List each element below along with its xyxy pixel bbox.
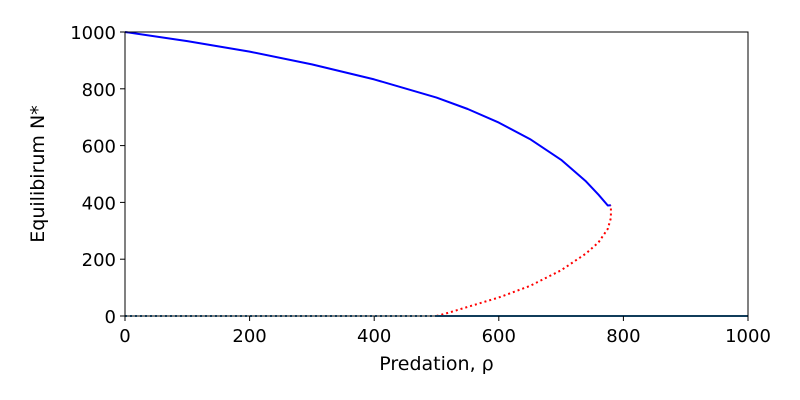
y-tick-label: 1000 (70, 23, 116, 44)
x-tick-label: 400 (357, 326, 391, 347)
x-axis-ticks: 0 200 400 600 800 1000 (119, 316, 771, 347)
series-line-2 (436, 205, 612, 317)
y-tick-label: 200 (82, 250, 116, 271)
plot-frame (124, 31, 749, 317)
series-layer (124, 31, 748, 317)
x-axis-label: Predation, ρ (379, 353, 493, 375)
x-tick-label: 0 (119, 326, 130, 347)
x-tick-label: 1000 (725, 326, 771, 347)
y-axis-label: Equilibirum N* (27, 105, 49, 242)
y-tick-label: 600 (82, 137, 116, 158)
x-tick-label: 800 (606, 326, 640, 347)
y-tick-label: 800 (82, 80, 116, 101)
x-tick-label: 600 (482, 326, 516, 347)
x-tick-label: 200 (232, 326, 266, 347)
series-line-1 (124, 31, 611, 207)
y-tick-label: 400 (82, 193, 116, 214)
y-axis-ticks: 0 200 400 600 800 1000 (70, 23, 125, 328)
y-tick-label: 0 (105, 307, 116, 328)
